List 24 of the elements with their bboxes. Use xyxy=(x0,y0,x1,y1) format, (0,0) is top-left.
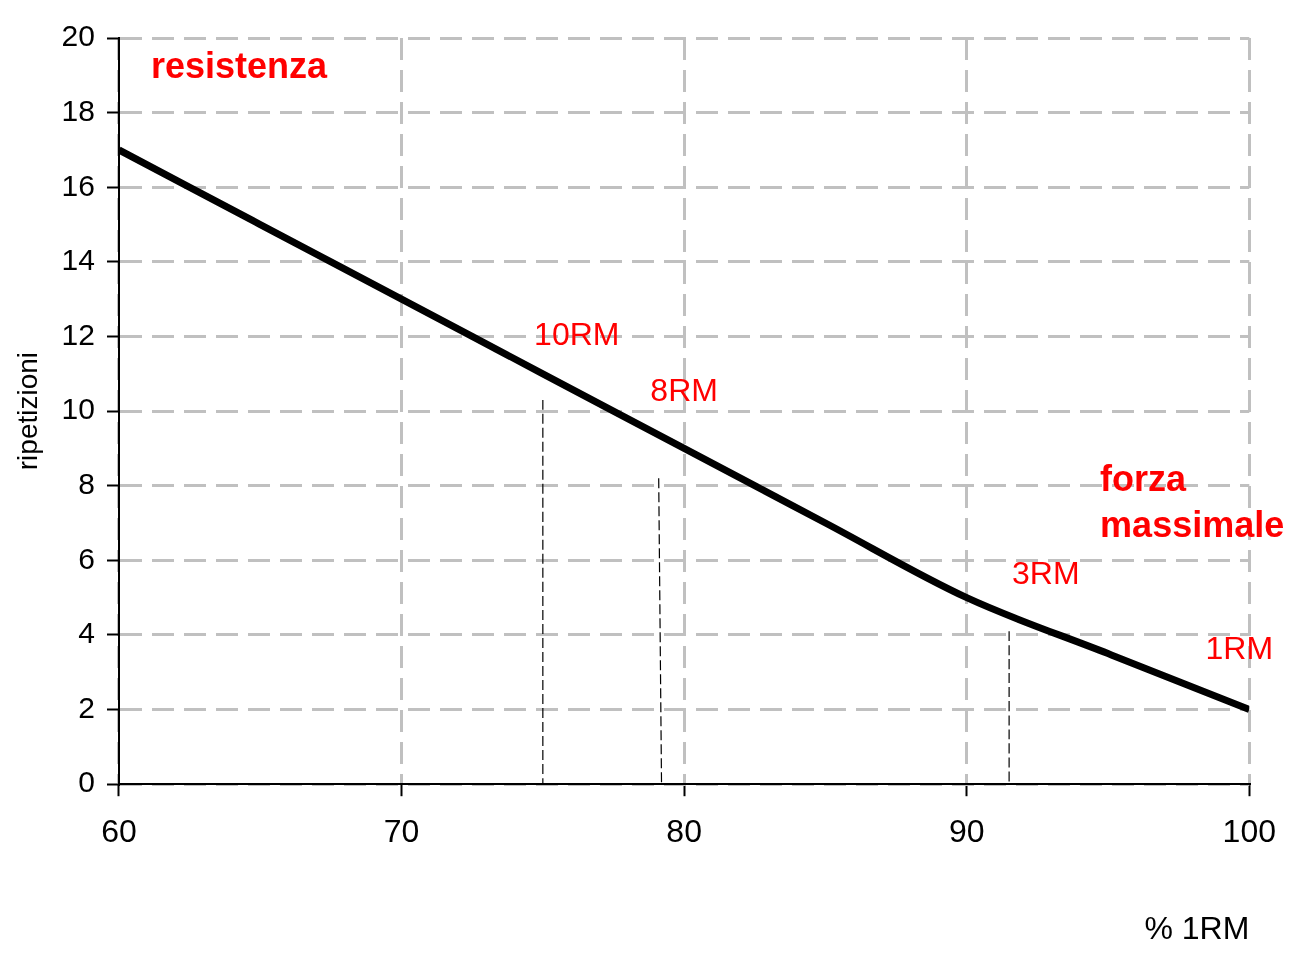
y-tick-label: 20 xyxy=(61,19,95,53)
x-axis-title: % 1RM xyxy=(1144,909,1250,946)
x-tick-label: 70 xyxy=(383,813,420,850)
y-tick-label: 2 xyxy=(78,690,95,724)
annotation: forza massimale xyxy=(1100,458,1285,546)
x-tick-label: 60 xyxy=(101,813,137,850)
y-tick-label: 6 xyxy=(78,541,95,575)
y-tick-label: 16 xyxy=(61,168,95,202)
y-tick-label: 12 xyxy=(61,317,95,351)
y-tick-label: 0 xyxy=(78,765,95,799)
annotation: 1RM xyxy=(1205,629,1274,666)
y-axis-title: ripetizioni xyxy=(11,351,43,471)
y-tick-label: 8 xyxy=(78,466,95,500)
y-tick-label: 14 xyxy=(61,243,95,277)
x-tick-label: 90 xyxy=(948,813,985,850)
annotation: 10RM xyxy=(534,316,620,353)
y-tick-label: 4 xyxy=(78,616,95,650)
y-tick-label: 18 xyxy=(61,93,95,127)
annotation: 3RM xyxy=(1012,555,1080,592)
annotation: 8RM xyxy=(650,372,718,409)
x-tick-label: 100 xyxy=(1222,813,1276,850)
y-tick-label: 10 xyxy=(61,392,95,426)
x-tick-label: 80 xyxy=(666,813,702,850)
annotation: resistenza xyxy=(150,44,329,86)
